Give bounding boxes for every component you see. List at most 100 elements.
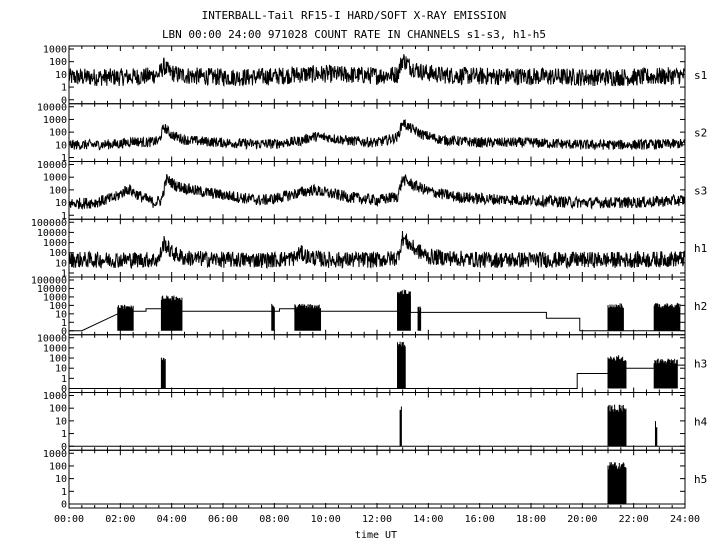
chart-title: INTERBALL-Tail RF15-I HARD/SOFT X-RAY EM… [202,9,507,22]
y-tick-label: 0 [61,500,67,511]
y-tick-label: 10 [55,474,67,485]
panel-label-h2: h2 [694,300,707,313]
series-line-s1 [69,54,685,87]
burst-h2 [417,306,422,331]
burst-h2 [607,303,624,331]
y-tick-label: 1000 [43,45,67,56]
y-tick-label: 10000 [37,102,67,113]
y-tick-label: 10 [55,140,67,151]
y-tick-label: 10 [55,309,67,320]
y-tick-label: 1 [61,429,67,440]
y-tick-label: 100 [49,301,67,312]
x-tick-label: 00:00 [54,514,84,525]
burst-h2 [160,295,183,331]
panel-label-s3: s3 [694,184,707,197]
y-tick-label: 100 [49,128,67,139]
y-tick-label: 10 [55,70,67,81]
series-line-s2 [69,119,685,151]
x-tick-label: 04:00 [157,514,187,525]
y-tick-label: 100000 [31,276,67,287]
y-tick-label: 100 [49,57,67,68]
y-tick-label: 10000 [37,284,67,295]
y-tick-label: 1 [61,153,67,164]
y-tick-label: 100 [49,354,67,365]
x-tick-label: 02:00 [105,514,135,525]
x-tick-label: 14:00 [413,514,443,525]
y-tick-label: 0 [61,326,67,337]
y-tick-label: 10 [55,198,67,209]
burst-h4 [654,421,658,447]
y-tick-label: 100000 [31,218,67,229]
y-tick-label: 100 [49,248,67,259]
burst-h4 [399,406,402,447]
x-tick-label: 16:00 [465,514,495,525]
y-tick-label: 10 [55,416,67,427]
x-tick-label: 12:00 [362,514,392,525]
panel-label-h5: h5 [694,473,707,486]
y-tick-label: 1 [61,83,67,94]
x-tick-label: 24:00 [670,514,700,525]
x-tick-label: 20:00 [567,514,597,525]
y-tick-label: 1000 [43,343,67,354]
panel-label-h1: h1 [694,242,707,255]
panel-label-s2: s2 [694,127,707,140]
y-tick-label: 1000 [43,391,67,402]
x-tick-label: 22:00 [619,514,649,525]
y-tick-label: 1000 [43,173,67,184]
panel-frame [68,218,686,278]
y-tick-label: 0 [61,384,67,395]
y-tick-label: 1000 [43,292,67,303]
y-tick-label: 100 [49,185,67,196]
chart-subtitle: LBN 00:00 24:00 971028 COUNT RATE IN CHA… [162,28,546,41]
y-tick-label: 100 [49,404,67,415]
x-tick-label: 06:00 [208,514,238,525]
y-tick-label: 1 [61,318,67,329]
burst-h2 [653,302,681,331]
y-tick-label: 1000 [43,115,67,126]
burst-h2 [397,289,411,331]
panel-frame [68,449,686,509]
y-tick-label: 0 [61,95,67,106]
panel-label-s1: s1 [694,69,707,82]
y-tick-label: 1 [61,269,67,280]
y-tick-label: 10000 [37,228,67,239]
burst-h3 [160,357,166,389]
y-tick-label: 1 [61,487,67,498]
y-tick-label: 10000 [37,333,67,344]
burst-h4 [607,404,627,447]
series-line-h1 [69,231,685,270]
y-tick-label: 10 [55,364,67,375]
x-tick-label: 10:00 [311,514,341,525]
x-tick-label: 08:00 [259,514,289,525]
panel-frame [68,161,686,220]
y-tick-label: 100 [49,461,67,472]
x-axis-label: time UT [355,530,397,541]
x-tick-label: 18:00 [516,514,546,525]
y-tick-label: 1 [61,374,67,385]
burst-h2 [117,304,134,331]
panels-group: 10001001010s1100001000100101s21000010001… [31,45,708,511]
y-tick-label: 10000 [37,160,67,171]
panel-label-h3: h3 [694,358,707,371]
y-tick-label: 10 [55,258,67,269]
burst-h2 [271,303,275,331]
series-line-s3 [69,173,685,210]
burst-h5 [607,462,627,504]
burst-h3 [397,341,406,389]
burst-h3 [607,355,627,389]
panel-label-h4: h4 [694,415,708,428]
y-tick-label: 1000 [43,238,67,249]
panel-frame [68,392,686,451]
x-axis-ticks: 00:00 02:00 04:00 06:00 08:00 10:00 12:00 14:00… [54,514,700,525]
y-tick-label: 0 [61,442,67,453]
